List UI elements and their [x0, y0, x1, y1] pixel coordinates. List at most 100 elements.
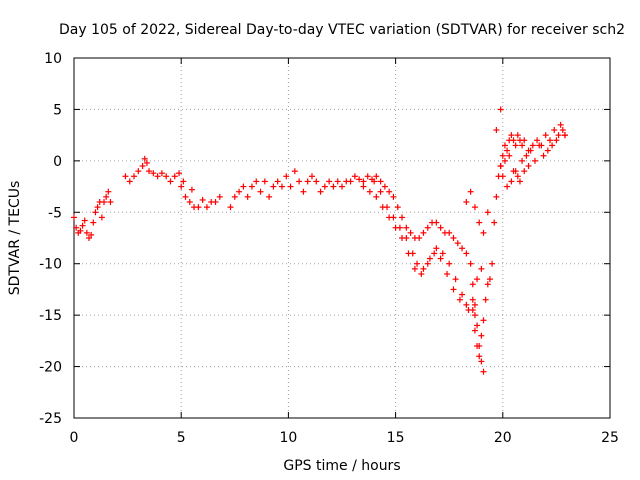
data-point: [510, 137, 517, 144]
data-point: [411, 265, 418, 272]
data-point: [98, 214, 105, 221]
data-point: [482, 296, 489, 303]
y-tick-label: -25: [39, 411, 62, 427]
data-point: [521, 137, 528, 144]
grid-layer: [74, 58, 610, 418]
data-point: [437, 224, 444, 231]
data-point: [176, 170, 183, 177]
y-tick-label: -20: [39, 360, 62, 376]
data-point: [469, 307, 476, 313]
data-point: [291, 168, 298, 175]
data-point: [508, 132, 515, 139]
data-point: [304, 178, 311, 185]
data-point: [523, 152, 530, 159]
data-point: [450, 286, 457, 293]
data-point: [454, 240, 461, 247]
y-tick-label: 5: [53, 102, 62, 118]
data-point: [420, 229, 427, 236]
data-point: [334, 178, 341, 185]
data-point: [195, 204, 202, 211]
data-point: [296, 178, 303, 185]
data-point: [150, 170, 157, 177]
data-point: [433, 245, 440, 252]
data-point: [360, 183, 367, 190]
data-point: [178, 183, 185, 190]
data-point: [546, 137, 553, 144]
data-point: [79, 222, 86, 229]
data-point: [126, 178, 133, 185]
data-point: [92, 209, 99, 216]
data-point: [484, 209, 491, 216]
data-point: [480, 317, 487, 324]
data-point: [326, 178, 333, 185]
data-point: [476, 219, 483, 226]
tick-layer: 0 5 10 15 20 25 -25 -20 -15 -10 -5 0 5 10: [39, 51, 619, 446]
data-point: [158, 170, 165, 177]
data-point: [180, 178, 187, 185]
data-point: [317, 188, 324, 195]
data-point: [519, 142, 526, 149]
data-point: [186, 199, 193, 205]
data-point: [452, 276, 459, 283]
y-tick-label: -10: [39, 257, 62, 273]
data-point: [94, 204, 101, 211]
data-point: [416, 235, 423, 241]
data-point: [101, 199, 108, 205]
data-point: [339, 183, 345, 190]
y-tick-label: -5: [48, 205, 62, 221]
data-point: [203, 204, 210, 211]
data-point: [248, 183, 255, 190]
data-point: [437, 255, 444, 262]
data-point: [107, 199, 114, 205]
data-point: [171, 173, 178, 180]
data-point: [257, 188, 264, 195]
data-point: [521, 168, 528, 175]
data-point: [227, 204, 234, 211]
data-point: [135, 168, 142, 175]
data-point: [287, 183, 294, 190]
data-point: [499, 152, 506, 159]
data-point: [501, 157, 508, 164]
x-tick-label: 25: [601, 430, 619, 446]
data-point: [371, 178, 378, 185]
data-point: [499, 173, 506, 180]
data-point: [476, 353, 483, 360]
data-point: [439, 250, 446, 257]
data-point: [529, 142, 536, 149]
data-point: [497, 106, 504, 113]
data-point: [105, 188, 112, 195]
data-point: [471, 301, 478, 308]
x-tick-label: 15: [387, 430, 405, 446]
data-point: [188, 186, 195, 193]
data-point: [493, 193, 500, 200]
data-point: [261, 178, 268, 185]
data-point: [253, 178, 260, 185]
data-point: [216, 193, 223, 200]
data-point: [480, 368, 487, 375]
data-point: [469, 296, 476, 303]
data-point: [396, 224, 403, 231]
data-point: [283, 173, 290, 180]
data-point: [506, 152, 513, 159]
data-point: [409, 250, 416, 257]
data-point: [474, 322, 481, 329]
data-point: [244, 193, 251, 200]
data-point: [384, 204, 391, 211]
data-point: [377, 188, 384, 195]
data-point: [474, 343, 481, 349]
data-point: [540, 152, 547, 159]
y-tick-label: 10: [44, 51, 62, 67]
data-point: [131, 173, 138, 180]
data-point: [418, 271, 425, 277]
data-point: [555, 132, 562, 139]
data-point: [549, 142, 556, 149]
data-point: [478, 358, 485, 365]
data-point: [90, 219, 97, 226]
x-axis-label: GPS time / hours: [283, 458, 400, 474]
data-point: [77, 227, 84, 234]
data-point: [469, 281, 476, 288]
data-point: [551, 127, 558, 133]
data-point: [542, 132, 549, 139]
data-point: [463, 250, 470, 257]
